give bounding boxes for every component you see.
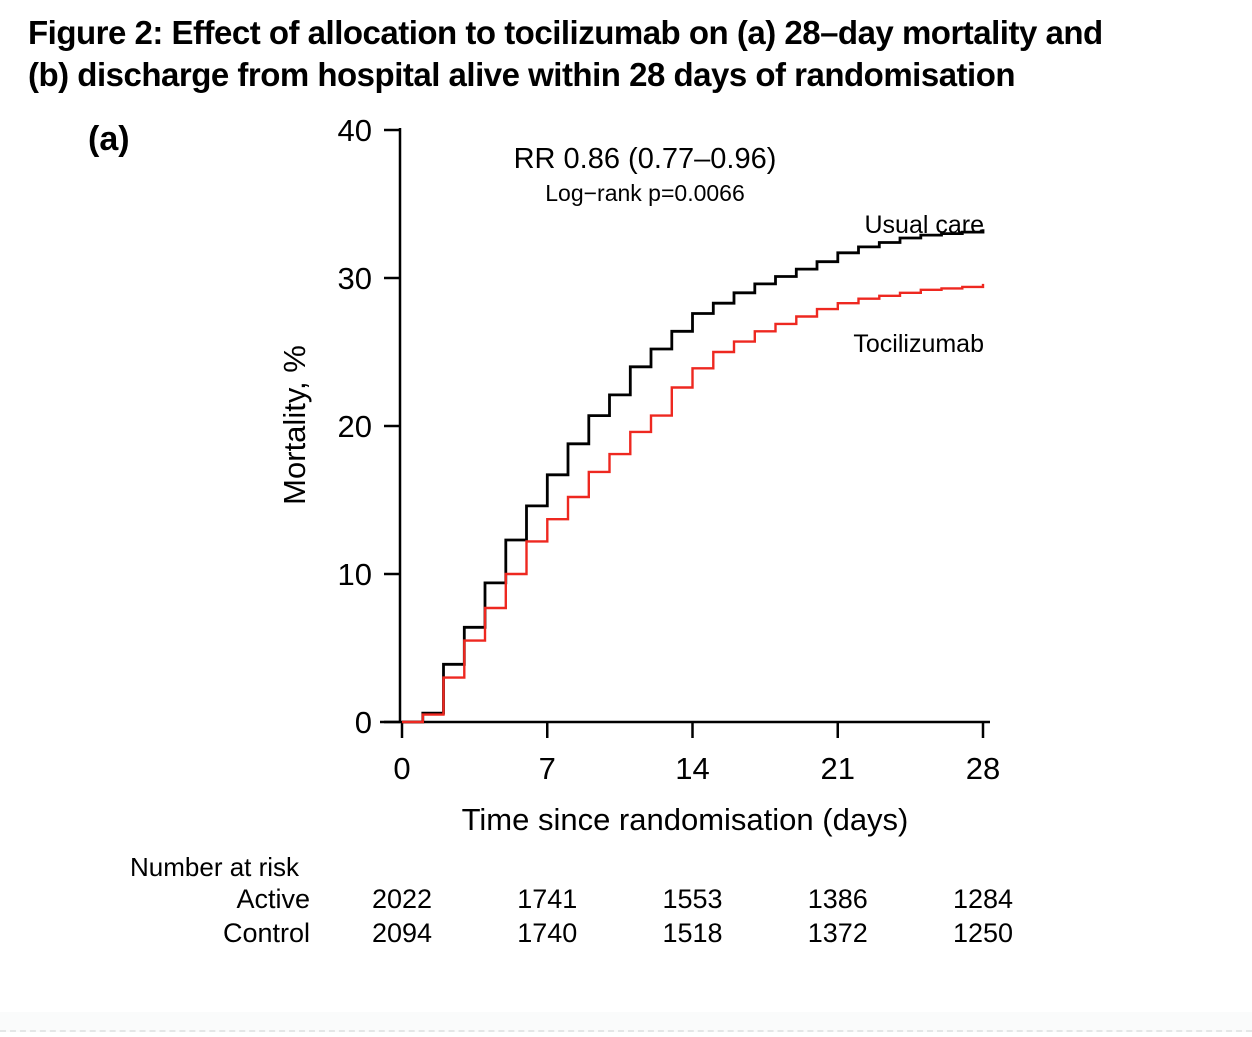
y-tick-label: 30 — [338, 261, 372, 296]
panel-label: (a) — [88, 120, 130, 158]
logrank-annotation: Log−rank p=0.0066 — [545, 180, 745, 206]
axis-ticks: 0 10 20 30 40 0 7 14 21 28 — [338, 113, 1001, 786]
x-tick-label: 14 — [675, 751, 709, 786]
tocilizumab-curve — [402, 283, 985, 724]
x-axis-title: Time since randomisation (days) — [462, 802, 909, 837]
risk-count: 1372 — [808, 918, 868, 948]
risk-count: 1553 — [662, 884, 722, 914]
usual-care-label: Usual care — [865, 211, 985, 239]
x-tick-label: 28 — [966, 751, 1000, 786]
y-tick-label: 0 — [355, 705, 372, 740]
number-at-risk-header: Number at risk — [130, 852, 300, 882]
x-tick-label: 21 — [821, 751, 855, 786]
page-bottom-strip — [0, 1012, 1252, 1032]
risk-count: 2022 — [372, 884, 432, 914]
risk-count: 2094 — [372, 918, 432, 948]
figure-title-line1: Figure 2: Effect of allocation to tocili… — [28, 14, 1103, 51]
y-axis-title: Mortality, % — [277, 345, 312, 505]
y-tick-label: 10 — [338, 557, 372, 592]
tocilizumab-label: Tocilizumab — [853, 330, 984, 358]
y-tick-label: 20 — [338, 409, 372, 444]
risk-count: 1386 — [808, 884, 868, 914]
number-at-risk-table: Active 2022 1741 1553 1386 1284 Control 2094 174… — [223, 884, 1013, 948]
x-tick-label: 0 — [393, 751, 410, 786]
risk-row-label: Active — [236, 884, 310, 914]
risk-count: 1740 — [517, 918, 577, 948]
risk-count: 1518 — [662, 918, 722, 948]
risk-row-label: Control — [223, 918, 310, 948]
x-tick-label: 7 — [539, 751, 556, 786]
survival-curves — [402, 229, 985, 724]
y-tick-label: 40 — [338, 113, 372, 148]
rr-annotation: RR 0.86 (0.77–0.96) — [514, 143, 777, 175]
figure-title-line2: (b) discharge from hospital alive within… — [28, 56, 1015, 93]
risk-count: 1284 — [953, 884, 1013, 914]
risk-count: 1250 — [953, 918, 1013, 948]
usual-care-curve — [402, 229, 985, 724]
risk-count: 1741 — [517, 884, 577, 914]
